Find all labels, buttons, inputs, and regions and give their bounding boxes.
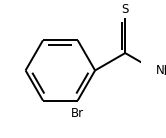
Text: NH: NH <box>156 64 166 77</box>
Text: 2: 2 <box>164 68 166 77</box>
Text: Br: Br <box>71 107 84 120</box>
Text: S: S <box>122 3 129 16</box>
